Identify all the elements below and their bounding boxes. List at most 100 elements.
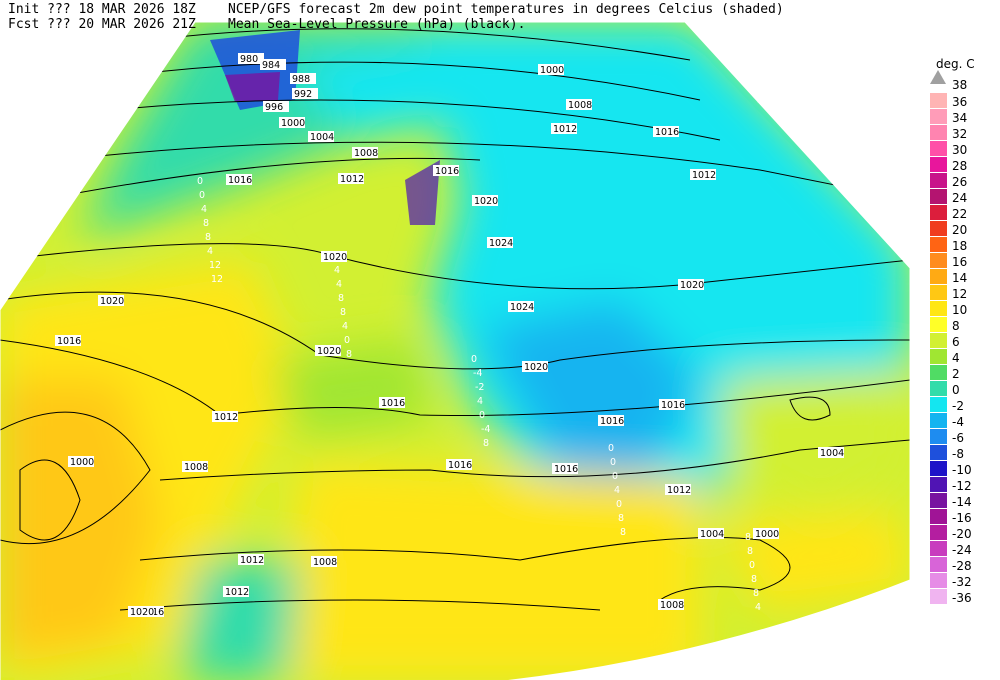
isobar-label: 1008	[354, 148, 378, 159]
dewpoint-label: -4	[473, 368, 482, 379]
colorbar-swatch	[930, 445, 947, 460]
isobar-label: 1024	[489, 238, 513, 249]
dewpoint-label: 8	[618, 513, 624, 524]
init-line: Init ??? 18 MAR 2026 18Z	[8, 2, 196, 17]
colorbar-swatch	[930, 125, 947, 140]
isobar-label-bg	[433, 165, 459, 176]
dewpoint-label: 4	[62, 101, 68, 112]
colorbar-swatch	[930, 349, 947, 364]
isobar-label-bg	[238, 53, 264, 64]
dewpoint-label: 8	[483, 438, 489, 449]
colorbar-label: -24	[952, 543, 972, 557]
colorbar-label: -16	[952, 511, 972, 525]
colorbar-label: -10	[952, 463, 972, 477]
dewpoint-label: 0	[471, 354, 477, 365]
isobar-label-bg	[659, 399, 685, 410]
colorbar-swatch	[930, 509, 947, 524]
isobar-label-bg	[321, 251, 347, 262]
isobar-label: 1016	[435, 166, 459, 177]
colorbar-swatch	[930, 589, 947, 604]
dewpoint-label: 0	[749, 560, 755, 571]
isobar-label: 1012	[214, 412, 238, 423]
colorbar-label: 18	[952, 239, 967, 253]
dewpoint-label: 8	[745, 532, 751, 543]
isobar-label: 1004	[310, 132, 334, 143]
isobar-label: 1020	[680, 280, 704, 291]
isobar-label: 1012	[225, 587, 249, 598]
colorbar-label: 10	[952, 303, 967, 317]
dewpoint-label: 4	[757, 96, 763, 107]
isobar-label-bg	[238, 554, 264, 565]
dewpoint-label: 0	[612, 471, 618, 482]
dewpoint-label: 4	[70, 157, 76, 168]
colorbar-label: 22	[952, 207, 967, 221]
dewpoint-label: 4	[64, 115, 70, 126]
colorbar-swatch	[930, 381, 947, 396]
colorbar-swatch	[930, 461, 947, 476]
colorbar-label: 36	[952, 95, 967, 109]
isobar-label: 1008	[313, 557, 337, 568]
colorbar-label: -6	[952, 431, 964, 445]
isobar-label-bg	[653, 126, 679, 137]
dewpoint-label: 12	[211, 274, 223, 285]
colorbar-label: 6	[952, 335, 960, 349]
isobar-label: 1000	[70, 457, 94, 468]
dewpoint-label: 0	[479, 410, 485, 421]
isobar-label: 1008	[660, 600, 684, 611]
isobar-label-bg	[552, 463, 578, 474]
isobar-label: 1020	[474, 196, 498, 207]
colorbar-label: 26	[952, 175, 967, 189]
isobar-label: 1020	[100, 296, 124, 307]
dewpoint-label: 4	[336, 279, 342, 290]
dewpoint-label: 8	[338, 293, 344, 304]
dewpoint-label: -4	[60, 87, 69, 98]
colorbar-swatch	[930, 237, 947, 252]
dewpoint-label: 12	[66, 129, 78, 140]
isobars	[0, 28, 910, 611]
isobar-label-bg	[279, 117, 305, 128]
colorbar-label: 4	[952, 351, 960, 365]
colorbar-label: 2	[952, 367, 960, 381]
dewpoint-label: 4	[477, 396, 483, 407]
colorbar-unit: deg. C	[936, 57, 975, 71]
isobar-label-bg	[446, 459, 472, 470]
isobar-label: 1012	[692, 170, 716, 181]
colorbar-label: -8	[952, 447, 964, 461]
isobar-label-bg	[68, 456, 94, 467]
isobar-label-bg	[182, 461, 208, 472]
isobar-label: 1016	[600, 416, 624, 427]
colorbar-swatch	[930, 109, 947, 124]
isobar-label: 988	[292, 74, 310, 85]
colorbar-swatch	[930, 477, 947, 492]
dewpoint-label: 0	[610, 457, 616, 468]
isobar-label: 1008	[184, 462, 208, 473]
colorbar-swatch	[930, 525, 947, 540]
isobar-label: 1024	[510, 302, 534, 313]
isobar-label: 1016	[661, 400, 685, 411]
isobar-label: 1012	[340, 174, 364, 185]
colorbar-swatch	[930, 141, 947, 156]
colorbar-label: 38	[952, 78, 967, 92]
isobar-label-bg	[290, 73, 316, 84]
isobar-label: 1016	[381, 398, 405, 409]
isobar-label: 992	[294, 89, 312, 100]
colorbar-label: -2	[952, 399, 964, 413]
colorbar-swatch	[930, 397, 947, 412]
colorbar-label: -20	[952, 527, 972, 541]
subtitle: Mean Sea-Level Pressure (hPa) (black).	[228, 17, 525, 32]
dewpoint-label: 0	[344, 335, 350, 346]
colorbar-label: 8	[952, 319, 960, 333]
dewpoint-label: 8	[340, 307, 346, 318]
isobar-label: 1016	[228, 175, 252, 186]
colorbar-swatch	[930, 541, 947, 556]
isobar-label: 1012	[240, 555, 264, 566]
colorbar-top-triangle	[930, 70, 946, 84]
isobar-label-bg	[551, 123, 577, 134]
colorbar-swatch	[930, 285, 947, 300]
isobar-label-bg	[472, 195, 498, 206]
isobar-label-bg	[338, 173, 364, 184]
colorbar-label: 14	[952, 271, 967, 285]
isobar-label-bg	[311, 556, 337, 567]
colorbar-swatch	[930, 253, 947, 268]
